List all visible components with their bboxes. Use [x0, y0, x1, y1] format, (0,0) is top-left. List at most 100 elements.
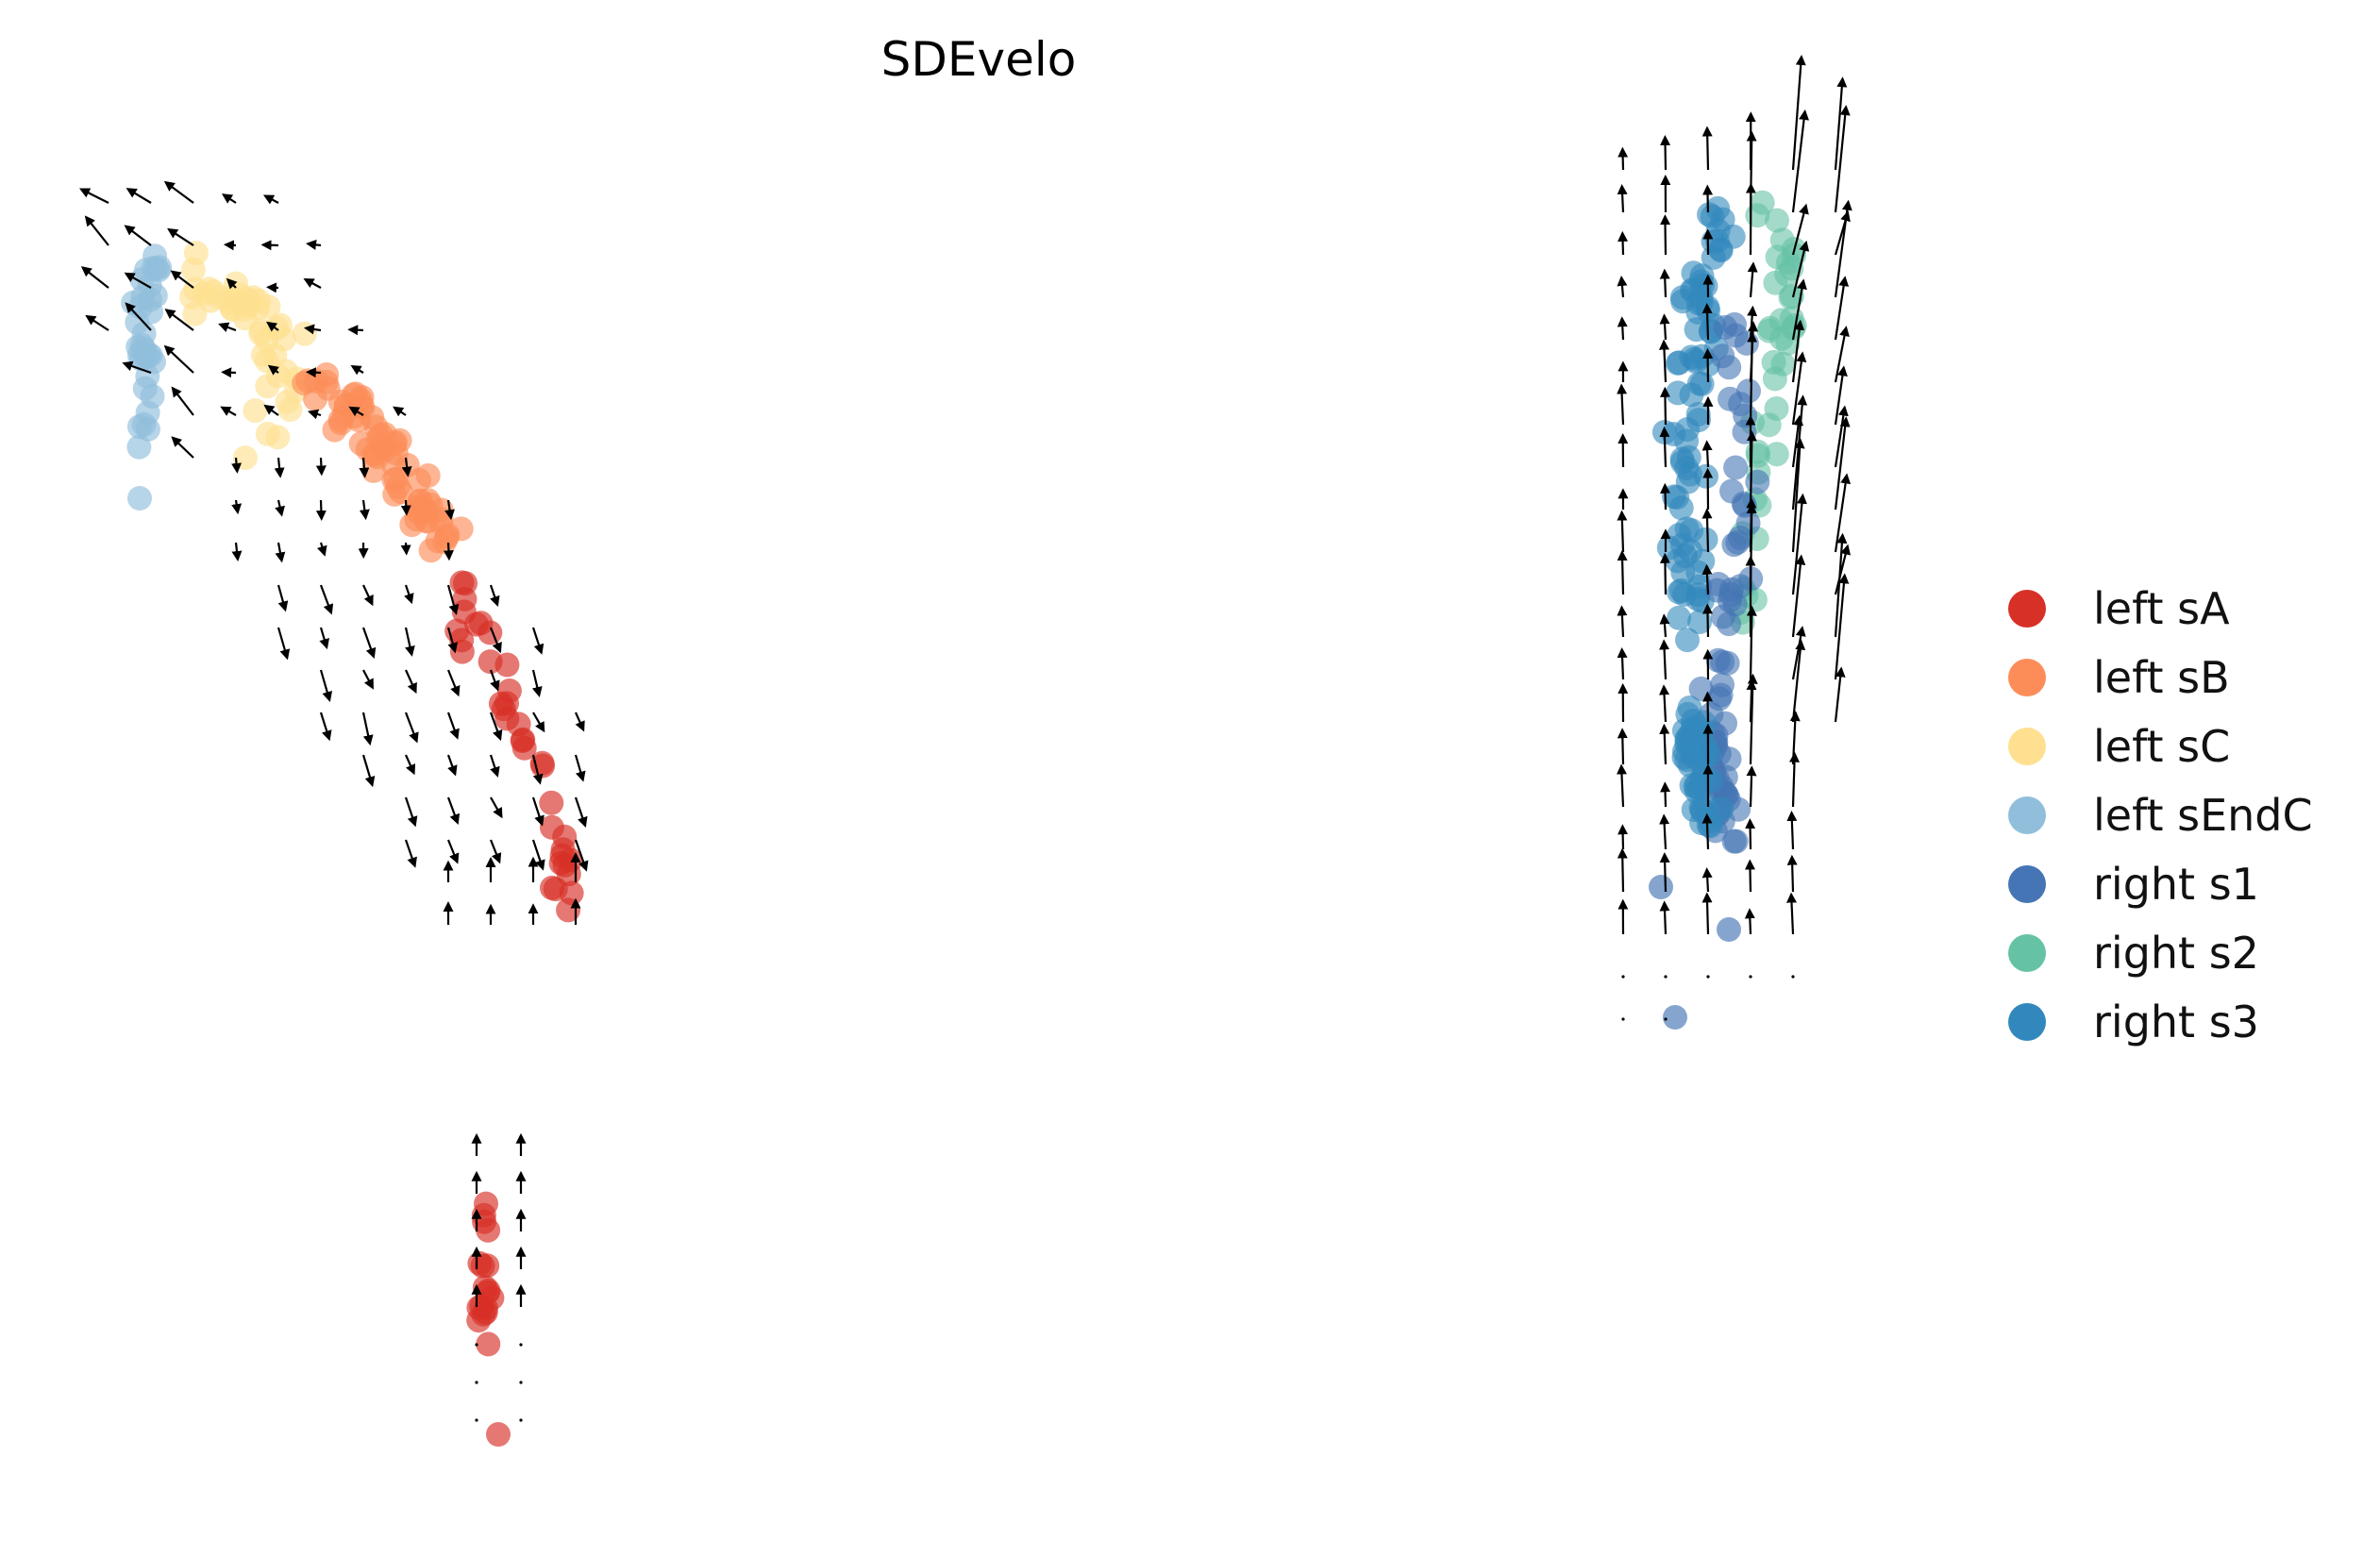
legend-label: right s2 — [2093, 928, 2259, 979]
scatter-point — [494, 691, 519, 716]
velocity-arrow — [275, 499, 285, 517]
velocity-arrow — [446, 669, 461, 697]
velocity-arrow — [1701, 867, 1713, 893]
scatter-point — [539, 790, 564, 815]
velocity-arrow — [446, 712, 460, 740]
velocity-arrow — [1702, 691, 1714, 723]
velocity-arrow — [266, 282, 279, 293]
velocity-arrow — [361, 754, 376, 788]
velocity-arrow — [404, 669, 417, 695]
scatter-point — [1708, 237, 1734, 262]
scatter-point — [1763, 270, 1788, 295]
velocity-arrow — [1834, 76, 1848, 171]
velocity-arrow — [122, 360, 152, 375]
scatter-point — [140, 384, 165, 409]
velocity-arrow — [303, 277, 322, 289]
velocity-arrow — [490, 796, 503, 819]
velocity-arrow — [1617, 230, 1629, 256]
scatter-point — [1705, 647, 1731, 673]
velocity-arrow — [1617, 550, 1628, 595]
velocity-arrow — [221, 193, 237, 204]
velocity-arrow — [262, 194, 279, 205]
velocity-arrow — [359, 457, 370, 478]
legend-marker — [2008, 728, 2046, 765]
scatter-point — [381, 467, 407, 493]
scatter-point — [126, 434, 152, 460]
velocity-arrow — [315, 499, 327, 521]
velocity-arrow — [1834, 532, 1848, 638]
legend-label: right s3 — [2093, 997, 2259, 1047]
velocity-arrow — [1701, 303, 1713, 341]
velocity-arrow — [393, 406, 407, 417]
scatter-point — [1693, 734, 1718, 760]
velocity-arrow — [1791, 438, 1805, 553]
velocity-arrow — [1791, 554, 1806, 638]
velocity-arrow — [223, 240, 237, 251]
velocity-arrow — [1658, 339, 1669, 383]
scatter-point — [463, 611, 489, 637]
velocity-arrow — [319, 669, 333, 703]
velocity-arrow — [305, 367, 322, 378]
velocity-arrow — [531, 627, 545, 655]
velocity-arrow — [1701, 126, 1713, 171]
velocity-arrow — [574, 839, 589, 872]
velocity-arrow — [350, 364, 364, 376]
scatter-point — [1710, 343, 1735, 369]
velocity-arrow — [446, 584, 460, 615]
velocity-arrow — [1659, 639, 1670, 680]
velocity-arrow — [574, 796, 588, 828]
scatter-point — [1689, 263, 1715, 289]
legend-label: left sEndC — [2093, 790, 2313, 841]
velocity-arrow — [1834, 199, 1852, 298]
scatter-point — [1694, 463, 1718, 489]
legend-marker — [2008, 865, 2046, 903]
scatter-point — [506, 712, 531, 737]
velocity-arrow — [446, 796, 461, 825]
velocity-arrow — [319, 712, 332, 742]
velocity-arrow — [126, 188, 152, 204]
velocity-arrow — [489, 669, 500, 692]
scatter-point — [1745, 469, 1770, 494]
velocity-arrow — [1659, 386, 1670, 426]
scatter-point — [1666, 350, 1690, 376]
velocity-arrow — [1617, 605, 1628, 638]
velocity-arrow — [362, 584, 374, 607]
legend-marker — [2008, 796, 2046, 834]
velocity-arrow — [1659, 723, 1670, 765]
velocity-arrow — [489, 584, 500, 607]
velocity-arrow — [1834, 326, 1850, 383]
velocity-arrow — [163, 344, 194, 374]
scatter-point — [1676, 444, 1701, 470]
velocity-arrow — [1659, 427, 1670, 468]
velocity-arrow — [231, 542, 243, 561]
velocity-arrow — [319, 627, 329, 650]
velocity-arrow — [84, 215, 109, 246]
velocity-arrow — [1659, 613, 1670, 638]
velocity-arrow — [348, 406, 364, 417]
velocity-arrow — [319, 584, 334, 615]
scatter-point — [1689, 371, 1715, 396]
scatter-point — [1691, 710, 1717, 735]
scatter-point — [1665, 485, 1690, 510]
velocity-arrow — [1791, 351, 1807, 426]
scatter-point — [1667, 579, 1692, 605]
velocity-arrow — [164, 309, 194, 331]
velocity-arrow — [361, 627, 377, 659]
legend-marker — [2008, 659, 2046, 696]
velocity-arrow — [1701, 603, 1713, 638]
scatter-point — [1732, 419, 1757, 444]
velocity-arrow — [1786, 892, 1797, 935]
scatter-point — [127, 486, 152, 511]
velocity-arrow — [1701, 812, 1713, 850]
velocity-arrow — [1786, 811, 1798, 850]
scatter-point — [1719, 478, 1744, 504]
velocity-arrow — [1617, 647, 1628, 680]
velocity-arrow — [267, 364, 279, 376]
velocity-arrow — [519, 1418, 523, 1422]
velocity-arrow — [1749, 975, 1752, 979]
scatter-point — [1667, 605, 1692, 630]
velocity-arrow — [1664, 975, 1668, 979]
velocity-arrow — [1786, 854, 1798, 893]
velocity-arrow — [1744, 859, 1755, 893]
velocity-arrow — [446, 627, 459, 654]
